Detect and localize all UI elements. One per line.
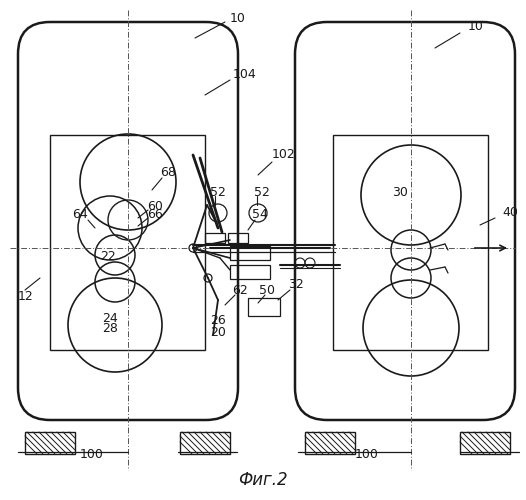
Text: 26: 26 [210,314,226,326]
Text: 32: 32 [288,278,304,291]
Text: 102: 102 [272,148,296,162]
Bar [180,432,230,454]
Text: 100: 100 [355,448,379,462]
Bar [50,135,205,350]
Bar [230,246,270,260]
Bar [230,265,270,279]
Text: 66: 66 [147,208,163,222]
Bar [460,432,510,454]
Bar [248,298,280,316]
Text: 12: 12 [18,290,34,304]
Text: 68: 68 [160,166,176,179]
Text: 20: 20 [210,326,226,338]
Text: 10: 10 [230,12,246,24]
Text: 40: 40 [502,206,518,220]
Text: 52: 52 [254,186,270,198]
Text: Фиг.2: Фиг.2 [238,471,288,489]
Text: 50: 50 [259,284,275,296]
Text: 104: 104 [233,68,257,82]
Text: 22: 22 [100,250,116,262]
Bar [205,233,225,243]
Text: 54: 54 [252,208,268,222]
Text: 30: 30 [392,186,408,200]
Text: 10: 10 [468,20,484,32]
Text: 64: 64 [72,208,88,222]
Text: 62: 62 [232,284,248,296]
Bar [333,135,488,350]
Bar [25,432,75,454]
Text: 24: 24 [102,312,118,324]
Text: 60: 60 [147,200,163,213]
Bar [228,233,248,243]
Bar [305,432,355,454]
Text: 100: 100 [80,448,104,462]
Text: 28: 28 [102,322,118,334]
Text: 52: 52 [210,186,226,198]
